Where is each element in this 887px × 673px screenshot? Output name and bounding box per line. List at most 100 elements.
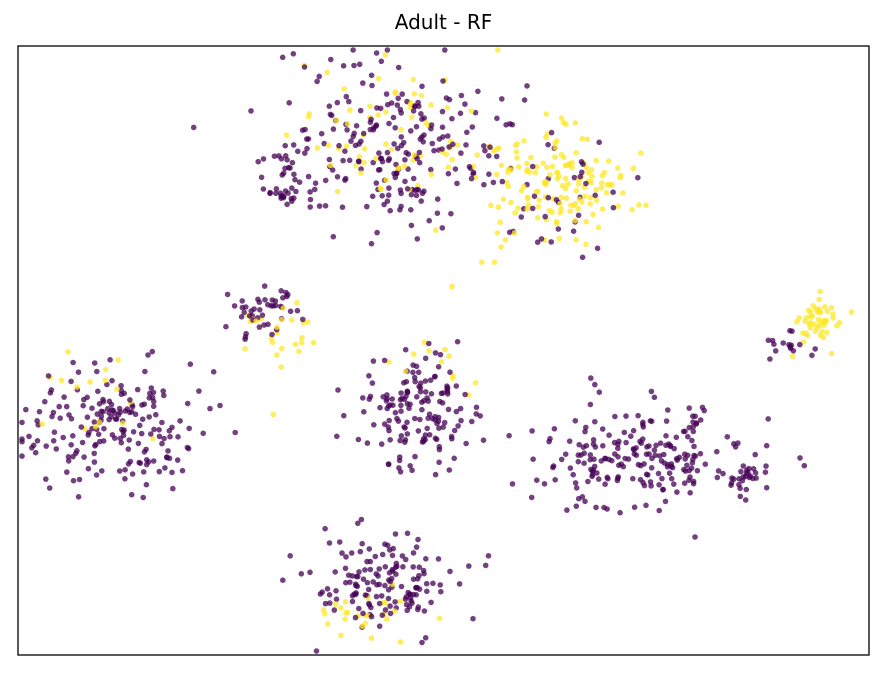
data-point-class-0 — [56, 403, 62, 410]
data-point-class-0 — [34, 438, 41, 444]
data-point-class-0 — [355, 436, 362, 443]
data-point-class-0 — [149, 348, 156, 355]
data-point-class-1 — [511, 230, 518, 236]
data-point-class-0 — [589, 473, 595, 480]
data-point-class-1 — [629, 206, 635, 213]
data-point-class-1 — [278, 364, 285, 370]
data-point-class-0 — [322, 203, 329, 209]
data-point-class-0 — [365, 586, 372, 593]
data-point-class-0 — [656, 507, 662, 514]
data-point-class-1 — [575, 205, 581, 212]
data-point-class-0 — [499, 96, 505, 102]
data-point-class-0 — [290, 142, 297, 148]
data-point-class-0 — [457, 405, 464, 412]
data-point-class-1 — [402, 368, 409, 375]
data-point-class-0 — [258, 174, 265, 181]
data-point-class-0 — [691, 443, 697, 450]
data-point-class-0 — [447, 568, 453, 575]
data-point-class-1 — [289, 317, 295, 323]
data-point-class-1 — [536, 197, 542, 203]
data-point-class-0 — [415, 536, 421, 543]
data-point-class-1 — [587, 194, 594, 201]
data-point-class-0 — [343, 554, 349, 560]
data-point-class-0 — [419, 134, 425, 140]
data-point-class-1 — [807, 325, 814, 331]
data-point-class-0 — [635, 461, 642, 468]
data-point-class-0 — [43, 476, 49, 482]
data-point-class-0 — [592, 418, 598, 425]
data-point-class-0 — [398, 433, 405, 439]
data-point-class-0 — [470, 169, 477, 176]
data-point-class-0 — [404, 186, 411, 192]
data-point-class-0 — [61, 394, 67, 400]
data-point-class-0 — [444, 383, 450, 390]
data-point-class-0 — [64, 469, 70, 475]
data-point-class-0 — [243, 304, 249, 310]
data-point-class-0 — [416, 149, 423, 156]
data-point-class-0 — [630, 427, 637, 434]
data-point-class-0 — [74, 448, 80, 454]
plot-frame — [17, 45, 870, 656]
data-point-class-1 — [473, 174, 479, 181]
data-point-class-0 — [392, 531, 399, 537]
data-point-class-0 — [66, 412, 72, 418]
data-point-class-0 — [571, 174, 578, 181]
data-point-class-0 — [388, 100, 395, 106]
data-point-class-0 — [166, 455, 173, 462]
data-point-class-0 — [326, 540, 333, 546]
data-point-class-0 — [377, 105, 384, 112]
data-point-class-0 — [336, 142, 342, 149]
data-point-class-0 — [161, 435, 167, 442]
data-point-class-0 — [301, 64, 308, 70]
data-point-class-0 — [689, 460, 696, 466]
data-point-class-0 — [720, 470, 726, 477]
data-point-class-0 — [403, 594, 410, 600]
data-point-class-0 — [304, 136, 310, 142]
data-point-class-0 — [424, 588, 430, 595]
data-point-class-0 — [600, 443, 606, 449]
data-point-class-0 — [763, 484, 770, 491]
data-point-class-1 — [526, 169, 533, 175]
data-point-class-0 — [334, 174, 341, 180]
data-point-class-0 — [458, 150, 464, 156]
data-point-class-0 — [812, 346, 818, 352]
data-point-class-0 — [122, 476, 128, 482]
data-point-class-0 — [610, 189, 616, 195]
data-point-class-0 — [360, 610, 366, 617]
data-point-class-0 — [366, 373, 372, 379]
data-point-class-0 — [376, 623, 383, 629]
data-point-class-1 — [532, 169, 539, 176]
data-point-class-1 — [445, 164, 452, 170]
data-point-class-0 — [738, 468, 744, 475]
data-point-class-0 — [279, 54, 286, 61]
data-point-class-0 — [404, 401, 411, 407]
data-point-class-1 — [560, 119, 567, 126]
data-point-class-0 — [431, 374, 438, 380]
data-point-class-0 — [143, 461, 150, 468]
data-point-class-0 — [367, 126, 374, 133]
data-point-class-0 — [335, 387, 341, 393]
data-point-class-0 — [371, 422, 377, 428]
data-point-class-0 — [391, 170, 397, 177]
data-point-class-0 — [655, 470, 662, 477]
data-point-class-1 — [333, 117, 340, 124]
data-point-class-0 — [333, 588, 339, 594]
data-point-class-0 — [681, 480, 688, 487]
data-point-class-0 — [290, 51, 297, 57]
data-point-class-1 — [563, 195, 570, 201]
data-point-class-1 — [565, 181, 571, 187]
data-point-class-0 — [386, 417, 393, 424]
data-point-class-0 — [419, 83, 425, 90]
data-point-class-0 — [423, 556, 429, 562]
data-point-class-0 — [407, 463, 414, 469]
data-point-class-1 — [558, 206, 564, 212]
data-point-class-0 — [542, 213, 548, 220]
data-point-class-0 — [422, 432, 429, 438]
data-point-class-0 — [417, 385, 424, 391]
data-point-class-0 — [528, 494, 535, 501]
data-point-class-0 — [404, 389, 411, 396]
data-point-class-0 — [26, 433, 32, 440]
data-point-class-0 — [490, 179, 497, 186]
data-point-class-0 — [410, 564, 417, 570]
data-point-class-0 — [298, 571, 305, 577]
